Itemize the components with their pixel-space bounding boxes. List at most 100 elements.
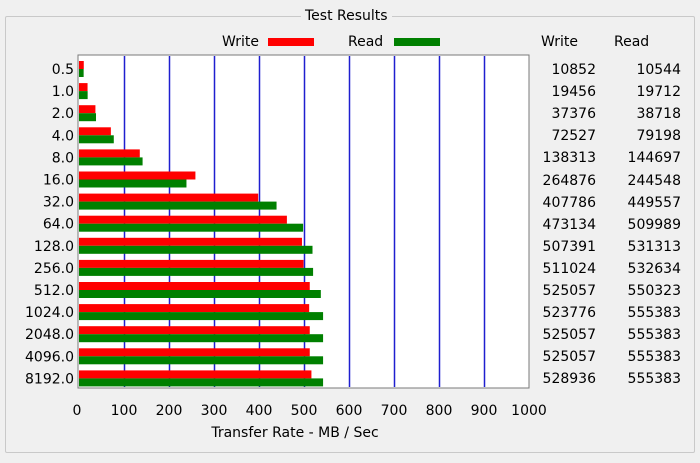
y-tick-label: 16.0 <box>43 173 74 189</box>
table-read-value: 10544 <box>636 62 681 78</box>
y-tick-label: 128.0 <box>34 239 74 255</box>
table-read-value: 38718 <box>636 106 681 123</box>
read-bar <box>79 113 97 122</box>
write-bar <box>79 83 88 92</box>
table-write-value: 10852 <box>551 62 596 78</box>
y-tick-label: 512.0 <box>34 283 74 299</box>
table-read-value: 555383 <box>627 327 681 344</box>
read-bar <box>79 201 277 210</box>
table-write-value: 525057 <box>542 349 596 366</box>
read-bar <box>79 290 321 298</box>
table-write-value: 507391 <box>542 238 596 255</box>
y-tick-label: 2.0 <box>52 106 74 122</box>
table-read-value: 244548 <box>627 172 681 189</box>
write-bar <box>79 105 96 114</box>
table-write-value: 19456 <box>551 84 596 101</box>
bar-layer <box>79 61 324 387</box>
read-bar <box>79 267 314 276</box>
read-bar <box>79 69 84 77</box>
table-read-value: 19712 <box>636 84 681 101</box>
y-tick-label: 1024.0 <box>25 305 74 321</box>
table-read-value: 555383 <box>627 349 681 366</box>
read-bar <box>79 157 143 166</box>
y-tick-label: 4.0 <box>52 128 74 144</box>
y-tick-label: 1.0 <box>52 84 74 100</box>
table-write-value: 473134 <box>542 216 596 233</box>
x-tick-label: 900 <box>471 403 498 419</box>
table-write-value: 138313 <box>542 150 596 167</box>
table-write-value: 37376 <box>551 106 596 123</box>
x-tick-label: 700 <box>381 403 408 419</box>
write-bar <box>79 326 310 335</box>
write-bar <box>79 237 302 246</box>
x-tick-label: 400 <box>246 403 273 419</box>
table-write-value: 528936 <box>542 371 596 388</box>
write-bar <box>79 370 312 379</box>
write-bar <box>79 282 310 290</box>
table-read-value: 555383 <box>627 371 681 388</box>
y-tick-label: 64.0 <box>43 217 74 233</box>
table-read-value: 555383 <box>627 305 681 322</box>
y-tick-label: 8192.0 <box>25 371 74 387</box>
read-bar <box>79 223 304 232</box>
read-bar <box>79 356 324 365</box>
y-tick-label: 0.5 <box>52 62 74 78</box>
x-tick-label: 100 <box>111 403 138 419</box>
write-bar <box>79 61 84 69</box>
table-write-value: 72527 <box>551 128 596 145</box>
y-tick-label: 2048.0 <box>25 327 74 343</box>
table-read-value: 79198 <box>636 128 681 145</box>
x-tick-labels: 0 100 200 300 400 500 600 700 800 900 1000 <box>73 403 547 419</box>
legend-read-label: Read <box>348 34 384 50</box>
read-bar <box>79 312 324 321</box>
legend-write-label: Write <box>222 34 259 50</box>
write-bar <box>79 193 259 202</box>
y-tick-labels: 0.5 1.0 2.0 4.0 8.0 16.0 32.0 64.0 128.0 256.0 512… <box>25 62 74 387</box>
x-tick-label: 0 <box>73 403 82 419</box>
x-tick-label: 600 <box>336 403 363 419</box>
x-tick-label: 1000 <box>511 403 547 419</box>
table-write-value: 407786 <box>542 194 596 211</box>
read-bar <box>79 334 324 343</box>
window-bottom-edge <box>0 455 700 463</box>
x-tick-label: 500 <box>291 403 318 419</box>
x-tick-label: 800 <box>426 403 453 419</box>
table-read-value: 144697 <box>627 150 681 167</box>
table-write-value: 264876 <box>542 172 596 189</box>
group-title: Test Results <box>301 7 392 25</box>
read-bar <box>79 245 313 254</box>
x-tick-label: 300 <box>201 403 228 419</box>
write-bar <box>79 259 304 268</box>
write-bar <box>79 348 310 357</box>
table-write-value: 511024 <box>542 260 596 277</box>
write-bar <box>79 304 310 313</box>
x-tick-label: 200 <box>156 403 183 419</box>
x-axis-label: Transfer Rate - MB / Sec <box>210 425 378 441</box>
window-top-edge <box>0 0 700 3</box>
write-bar <box>79 171 196 180</box>
y-tick-label: 4096.0 <box>25 349 74 365</box>
table-read-value: 509989 <box>627 216 681 233</box>
write-bar <box>79 215 287 224</box>
read-bar <box>79 135 114 144</box>
table-write-value: 525057 <box>542 327 596 344</box>
table-header-read: Read <box>614 34 650 50</box>
table-header-write: Write <box>541 34 578 50</box>
write-bar <box>79 127 111 136</box>
write-bar <box>79 149 140 158</box>
legend-write-swatch <box>268 38 314 46</box>
read-bar <box>79 91 88 100</box>
table-write-value: 523776 <box>542 305 596 322</box>
table-read-value: 531313 <box>627 238 681 255</box>
table-read-value: 532634 <box>627 260 681 277</box>
y-tick-label: 32.0 <box>43 195 74 211</box>
y-tick-label: 8.0 <box>52 150 74 166</box>
table-write-value: 525057 <box>542 283 596 299</box>
table-read-value: 449557 <box>627 194 681 211</box>
read-bar <box>79 378 324 387</box>
y-tick-label: 256.0 <box>34 261 74 277</box>
read-bar <box>79 179 187 188</box>
legend-read-swatch <box>394 38 440 46</box>
